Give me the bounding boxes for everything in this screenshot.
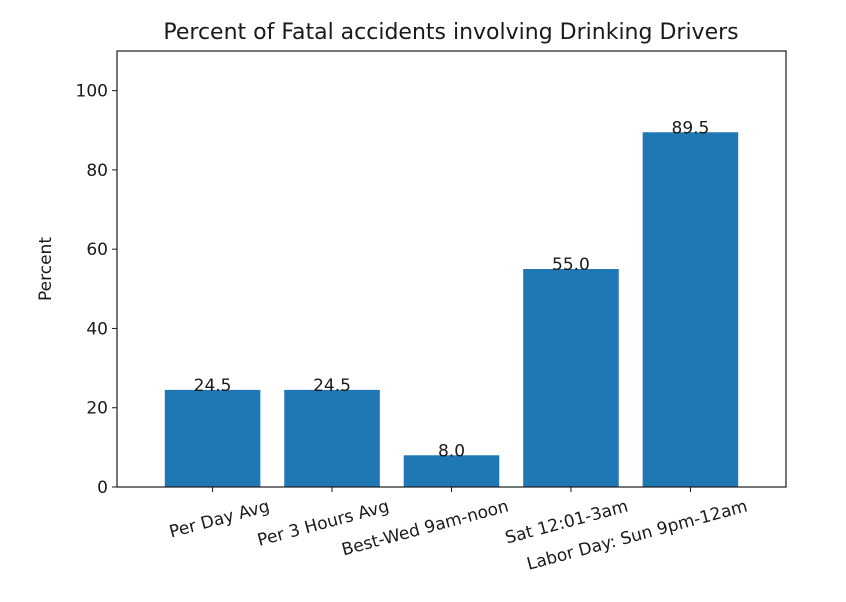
- bar: [164, 389, 261, 487]
- y-tick-label: 20: [86, 399, 108, 419]
- data-labels-layer: 24.5 24.5 8.0 55.0 89.5: [194, 118, 710, 461]
- bar-value-label: 89.5: [672, 118, 710, 138]
- y-axis: 0 20 40 60 80 100: [76, 82, 117, 498]
- x-tick-label: Labor Day: Sun 9pm-12am: [525, 497, 750, 575]
- bar-value-label: 24.5: [194, 376, 232, 396]
- bar: [403, 455, 500, 487]
- bar-value-label: 55.0: [552, 255, 590, 275]
- bar: [523, 269, 619, 487]
- y-tick-label: 100: [76, 82, 108, 102]
- bar-value-label: 24.5: [313, 376, 351, 396]
- bars-layer: [164, 132, 739, 487]
- plot-frame: [116, 50, 787, 488]
- y-axis-label: Percent: [36, 237, 56, 301]
- y-tick-label: 40: [86, 319, 108, 339]
- bar-value-label: 8.0: [438, 441, 465, 461]
- bar: [642, 132, 739, 487]
- y-tick-label: 60: [86, 240, 108, 260]
- y-tick-label: 80: [86, 161, 108, 181]
- y-tick-label: 0: [97, 478, 108, 498]
- bar: [284, 389, 380, 487]
- chart-title: Percent of Fatal accidents involving Dri…: [163, 20, 738, 45]
